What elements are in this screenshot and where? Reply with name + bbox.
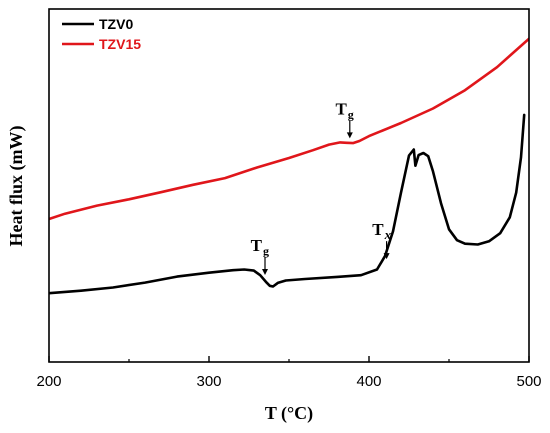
annotation-arrow-head: [346, 132, 353, 139]
annotation-label: T: [372, 220, 384, 239]
y-axis-title: Heat flux (mW): [6, 126, 27, 247]
x-tick-label: 200: [36, 373, 61, 390]
annotation-label: T: [251, 236, 263, 255]
annotation-subscript: g: [348, 107, 354, 121]
series-line-tzv15: [49, 37, 529, 221]
legend-label-tzv15: TZV15: [99, 36, 141, 52]
annotation-subscript: x: [384, 227, 392, 242]
x-tick-label: 300: [196, 373, 221, 390]
x-tick-label: 500: [516, 373, 541, 390]
series-layer: [49, 37, 529, 295]
annotation-label: T: [335, 99, 347, 118]
legend: TZV0 TZV15: [62, 16, 141, 52]
legend-label-tzv0: TZV0: [99, 16, 133, 32]
plot-frame: [48, 8, 530, 363]
x-tick-label: 400: [356, 373, 381, 390]
x-axis-title: T (°C): [265, 403, 313, 424]
series-line-tzv0: [49, 113, 526, 295]
annotation-arrow-head: [262, 269, 268, 276]
annotation-arrow-head: [383, 253, 390, 260]
tick-layer: 200 300 400 500: [36, 356, 542, 390]
annotation-subscript: g: [263, 244, 269, 258]
